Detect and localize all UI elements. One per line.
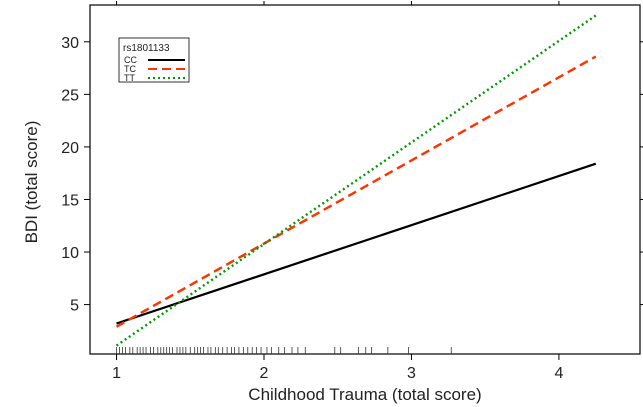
y-tick-label: 30 bbox=[61, 35, 79, 52]
x-axis: 1 2 3 4 bbox=[112, 1, 563, 382]
legend-label-tc: TC bbox=[124, 64, 136, 74]
y-tick-label: 15 bbox=[61, 192, 79, 209]
series-line-tc bbox=[115, 55, 597, 328]
legend-label-cc: CC bbox=[124, 55, 137, 65]
y-tick-label: 25 bbox=[61, 87, 79, 104]
y-axis: 5 10 15 20 25 30 bbox=[61, 35, 643, 315]
legend: rs1801133 CC TC TT bbox=[118, 37, 190, 83]
legend-label-tt: TT bbox=[124, 73, 135, 83]
y-tick-label: 10 bbox=[61, 245, 79, 262]
rug-marks bbox=[116, 347, 452, 354]
legend-title: rs1801133 bbox=[123, 43, 170, 54]
y-tick-label: 20 bbox=[61, 140, 79, 157]
series-line-cc bbox=[116, 162, 597, 325]
x-tick-label: 2 bbox=[260, 365, 269, 382]
x-tick-label: 3 bbox=[407, 365, 416, 382]
y-axis-label: BDI (total score) bbox=[22, 121, 41, 244]
series-line-tt bbox=[115, 14, 597, 347]
y-tick-label: 5 bbox=[70, 298, 79, 315]
series-lines bbox=[115, 14, 597, 347]
x-axis-label: Childhood Trauma (total score) bbox=[248, 385, 481, 404]
x-tick-label: 1 bbox=[112, 365, 121, 382]
x-tick-label: 4 bbox=[554, 365, 563, 382]
